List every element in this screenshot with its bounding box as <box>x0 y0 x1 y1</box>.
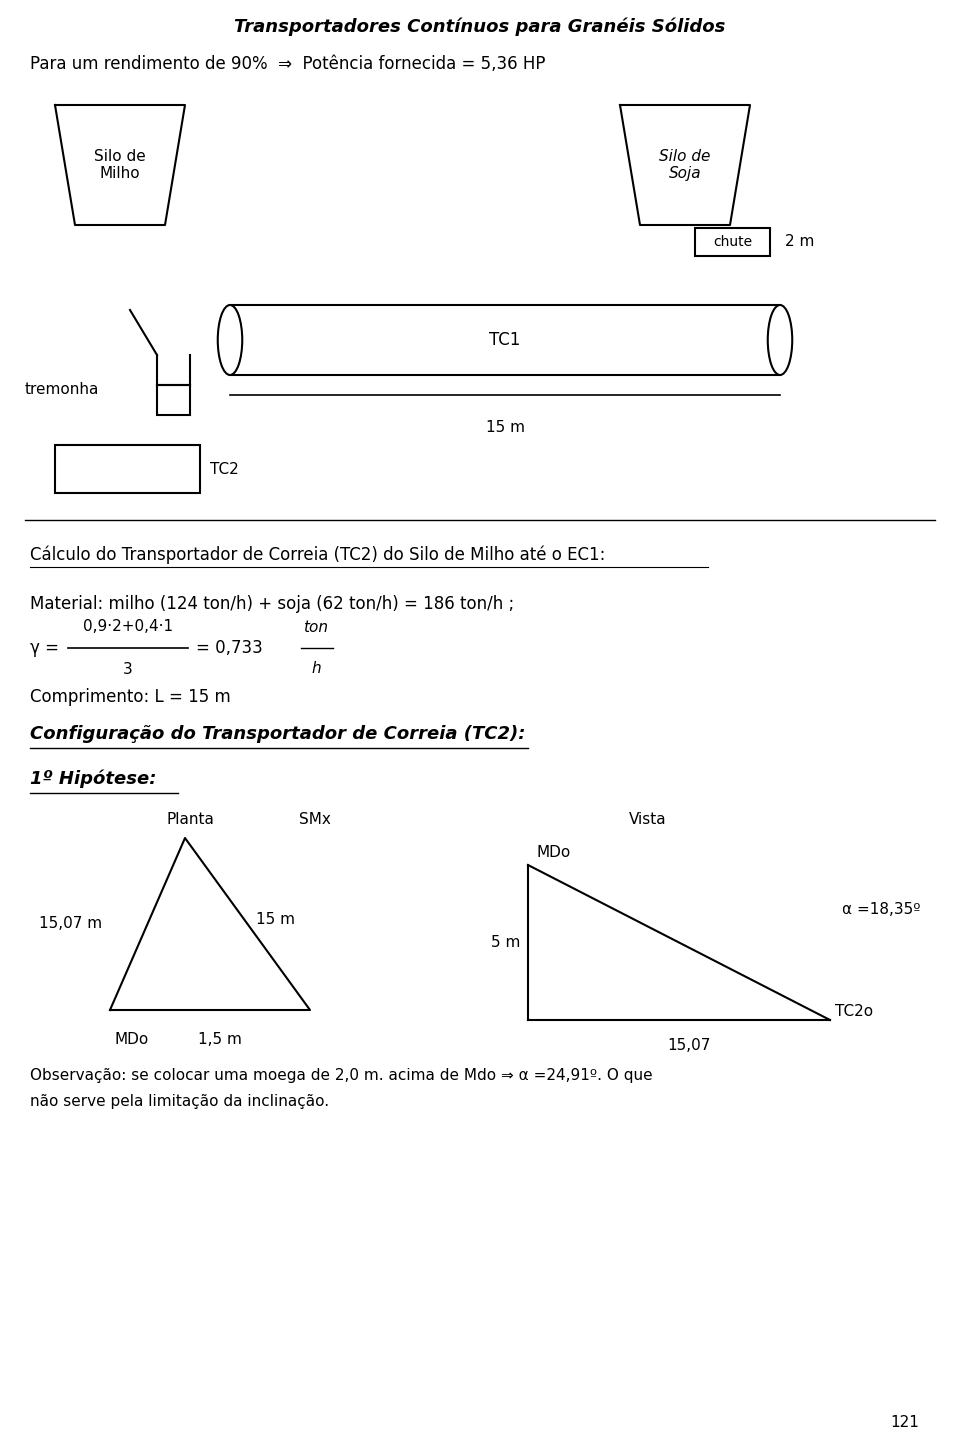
Text: 5 m: 5 m <box>491 935 520 951</box>
Text: 121: 121 <box>891 1415 920 1429</box>
Text: 2 m: 2 m <box>785 234 814 250</box>
Text: SMx: SMx <box>300 812 331 827</box>
Text: Transportadores Contínuos para Granéis Sólidos: Transportadores Contínuos para Granéis S… <box>234 19 726 36</box>
Text: = 0,733: = 0,733 <box>196 638 263 657</box>
Text: MDo: MDo <box>115 1032 149 1047</box>
Text: Configuração do Transportador de Correia (TC2):: Configuração do Transportador de Correia… <box>30 725 525 743</box>
Text: Observação: se colocar uma moega de 2,0 m. acima de Mdo ⇒ α =24,91º. O que: Observação: se colocar uma moega de 2,0 … <box>30 1068 653 1083</box>
Text: 15,07: 15,07 <box>667 1038 710 1053</box>
Text: h: h <box>311 661 321 676</box>
Bar <box>695 229 770 256</box>
Bar <box>157 385 190 416</box>
Text: α =18,35º: α =18,35º <box>842 903 921 917</box>
Text: 15,07 m: 15,07 m <box>38 916 102 932</box>
Text: Silo de
Soja: Silo de Soja <box>660 148 710 181</box>
Text: MDo: MDo <box>536 846 570 860</box>
Text: Cálculo do Transportador de Correia (TC2) do Silo de Milho até o EC1:: Cálculo do Transportador de Correia (TC2… <box>30 545 606 564</box>
Text: TC2: TC2 <box>210 462 239 476</box>
Text: não serve pela limitação da inclinação.: não serve pela limitação da inclinação. <box>30 1094 329 1109</box>
Text: Para um rendimento de 90%  ⇒  Potência fornecida = 5,36 HP: Para um rendimento de 90% ⇒ Potência for… <box>30 55 545 73</box>
Ellipse shape <box>768 305 792 375</box>
Text: Comprimento: L = 15 m: Comprimento: L = 15 m <box>30 687 230 706</box>
Text: ton: ton <box>303 620 328 636</box>
Text: Silo de
Milho: Silo de Milho <box>94 148 146 181</box>
Text: TC1: TC1 <box>490 331 520 349</box>
Text: 15 m: 15 m <box>255 912 295 926</box>
Text: 1,5 m: 1,5 m <box>198 1032 242 1047</box>
Text: Material: milho (124 ton/h) + soja (62 ton/h) = 186 ton/h ;: Material: milho (124 ton/h) + soja (62 t… <box>30 595 515 613</box>
Text: chute: chute <box>713 234 752 249</box>
Ellipse shape <box>218 305 242 375</box>
Text: 3: 3 <box>123 661 132 677</box>
Text: 1º Hipótese:: 1º Hipótese: <box>30 769 156 788</box>
Text: Planta: Planta <box>166 812 214 827</box>
Text: Vista: Vista <box>629 812 667 827</box>
Text: 15 m: 15 m <box>486 420 524 436</box>
Bar <box>55 444 200 493</box>
Text: TC2o: TC2o <box>835 1005 874 1020</box>
Text: γ =: γ = <box>30 638 64 657</box>
Text: tremonha: tremonha <box>25 383 100 397</box>
Text: 0,9·2+0,4·1: 0,9·2+0,4·1 <box>83 618 173 634</box>
